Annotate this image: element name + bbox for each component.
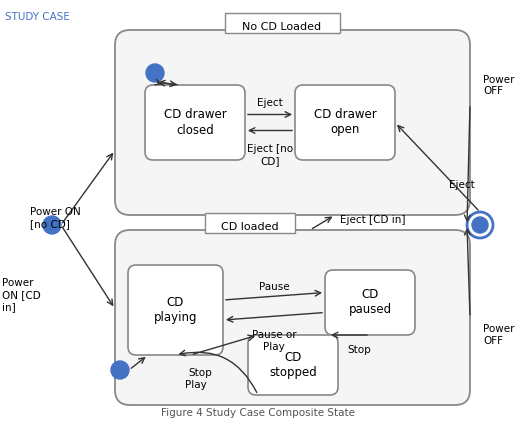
Text: Play: Play <box>185 380 206 390</box>
Text: Stop: Stop <box>347 345 371 355</box>
Text: Pause: Pause <box>259 282 289 292</box>
Text: Power ON
[no CD]: Power ON [no CD] <box>30 207 80 229</box>
FancyArrowPatch shape <box>62 227 112 305</box>
Text: Figure 4 Study Case Composite State: Figure 4 Study Case Composite State <box>161 408 355 418</box>
Text: CD
paused: CD paused <box>348 288 392 316</box>
FancyBboxPatch shape <box>325 270 415 335</box>
FancyArrowPatch shape <box>155 79 161 85</box>
FancyArrowPatch shape <box>464 107 470 220</box>
FancyArrowPatch shape <box>193 335 254 354</box>
Circle shape <box>111 361 129 379</box>
FancyArrowPatch shape <box>248 112 291 117</box>
FancyArrowPatch shape <box>159 81 177 86</box>
Text: CD loaded: CD loaded <box>221 222 279 232</box>
FancyBboxPatch shape <box>115 30 470 215</box>
FancyArrowPatch shape <box>131 358 144 368</box>
FancyArrowPatch shape <box>332 332 367 338</box>
Circle shape <box>146 64 164 82</box>
FancyArrowPatch shape <box>398 126 478 210</box>
FancyArrowPatch shape <box>228 313 322 322</box>
Bar <box>205 213 295 233</box>
FancyArrowPatch shape <box>226 290 320 300</box>
Text: STUDY CASE: STUDY CASE <box>5 12 70 22</box>
Text: CD drawer
open: CD drawer open <box>314 109 376 137</box>
FancyArrowPatch shape <box>312 217 331 229</box>
FancyBboxPatch shape <box>128 265 223 355</box>
FancyArrowPatch shape <box>158 81 176 86</box>
Circle shape <box>472 217 488 233</box>
FancyBboxPatch shape <box>248 335 338 395</box>
Text: Eject: Eject <box>449 180 475 190</box>
Text: Power
OFF: Power OFF <box>483 75 514 96</box>
Bar <box>225 13 340 33</box>
Text: CD
stopped: CD stopped <box>269 351 317 379</box>
FancyBboxPatch shape <box>115 230 470 405</box>
Text: Power
ON [CD
in]: Power ON [CD in] <box>2 279 41 312</box>
Text: CD drawer
closed: CD drawer closed <box>164 109 227 137</box>
Text: Eject [CD in]: Eject [CD in] <box>340 215 406 225</box>
Text: CD
playing: CD playing <box>154 296 197 324</box>
FancyArrowPatch shape <box>180 350 257 393</box>
Text: Eject: Eject <box>257 98 283 109</box>
Text: Eject [no
CD]: Eject [no CD] <box>247 145 293 166</box>
FancyBboxPatch shape <box>145 85 245 160</box>
FancyArrowPatch shape <box>464 229 470 315</box>
Text: Power
OFF: Power OFF <box>483 324 514 346</box>
Circle shape <box>43 216 61 234</box>
Text: Pause or
Play: Pause or Play <box>252 330 296 351</box>
FancyArrowPatch shape <box>249 128 292 133</box>
Text: Stop: Stop <box>189 368 213 378</box>
Circle shape <box>467 212 493 238</box>
FancyArrowPatch shape <box>62 154 112 223</box>
FancyBboxPatch shape <box>295 85 395 160</box>
Text: No CD Loaded: No CD Loaded <box>243 22 321 32</box>
